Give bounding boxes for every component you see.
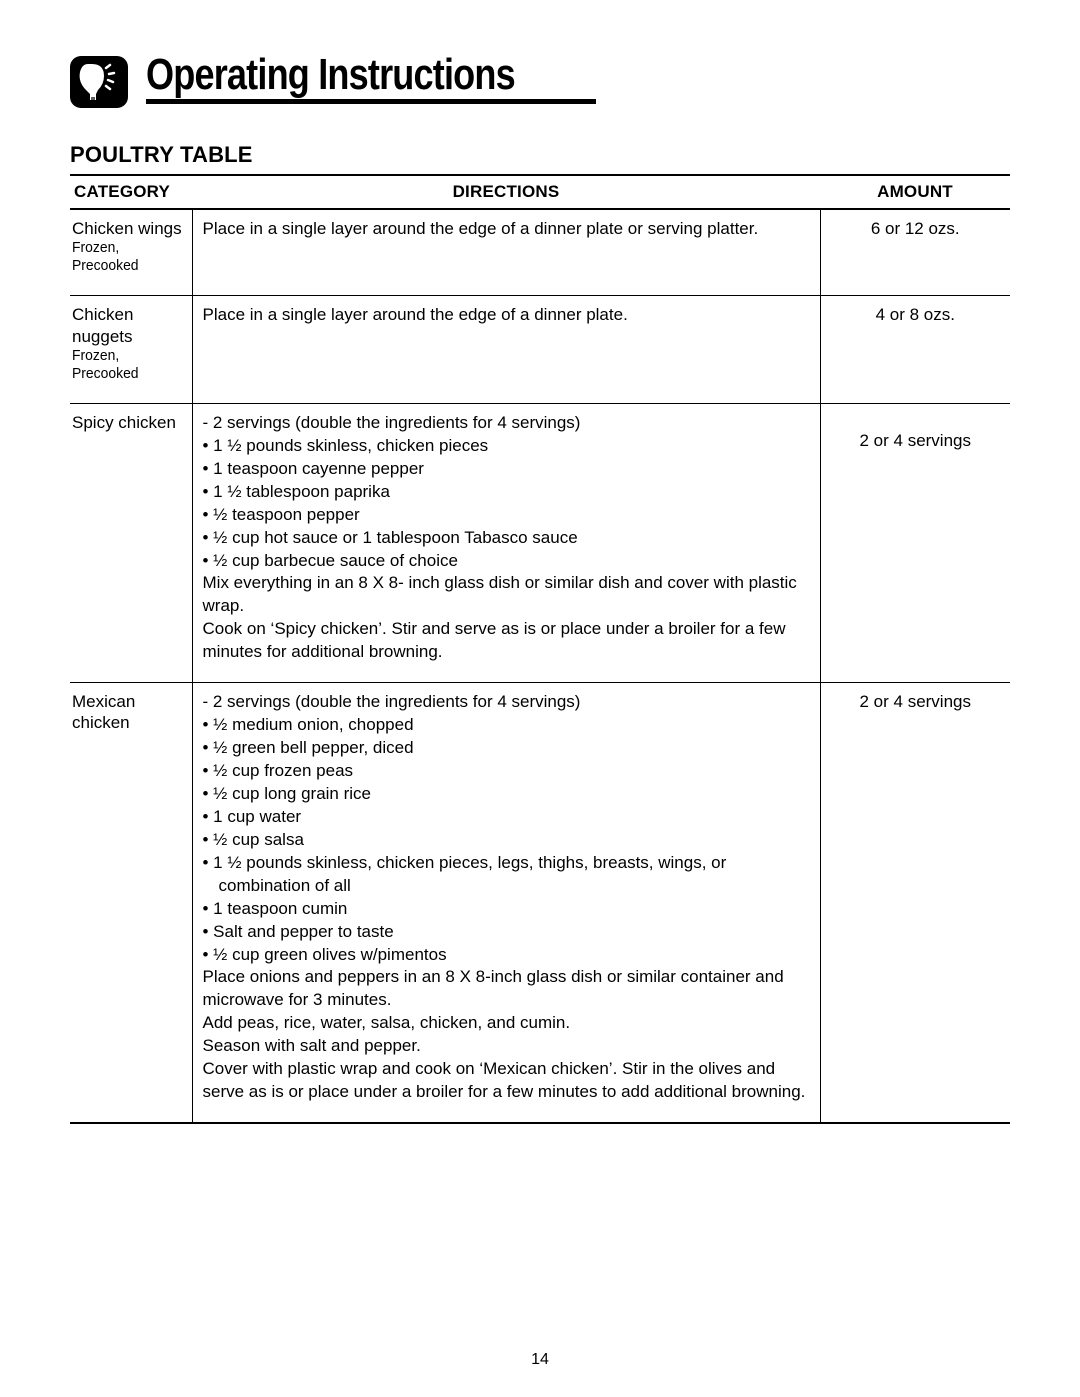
directions-line: Season with salt and pepper. [203,1035,810,1058]
directions-line: • 1 ½ tablespoon paprika [203,481,810,504]
directions-line: combination of all [203,875,810,898]
directions-line: • ½ cup salsa [203,829,810,852]
category-subtext: Frozen, Precooked [72,347,181,383]
directions-line: • ½ cup barbecue sauce of choice [203,550,810,573]
directions-line: Cook on ‘Spicy chicken’. Stir and serve … [203,618,810,664]
poultry-table: CATEGORY DIRECTIONS AMOUNT Chicken wings… [70,174,1010,1124]
table-header-row: CATEGORY DIRECTIONS AMOUNT [70,175,1010,209]
col-header-category: CATEGORY [70,175,192,209]
table-row: Spicy chicken - 2 servings (double the in… [70,403,1010,682]
col-header-amount: AMOUNT [820,175,1010,209]
amount-value: 6 or 12 ozs. [831,218,1001,241]
cell-amount: 6 or 12 ozs. [820,209,1010,296]
directions-line: • ½ cup hot sauce or 1 tablespoon Tabasc… [203,527,810,550]
cell-category: Spicy chicken [70,403,192,682]
directions-line: Mix everything in an 8 X 8- inch glass d… [203,572,810,618]
directions-line: • 1 teaspoon cumin [203,898,810,921]
amount-value: 2 or 4 servings [831,691,1001,714]
category-subtext: Frozen, Precooked [72,239,181,275]
directions-line: • ½ cup green olives w/pimentos [203,944,810,967]
cell-amount: 2 or 4 servings [820,683,1010,1123]
amount-value: 4 or 8 ozs. [831,304,1001,327]
page-title: Operating Instructions [146,52,515,98]
cell-directions: - 2 servings (double the ingredients for… [192,403,820,682]
amount-spacer [831,412,1001,430]
page-header: Operating Instructions [70,52,1010,108]
directions-line: • 1 teaspoon cayenne pepper [203,458,810,481]
lightbulb-icon [70,56,128,108]
directions-line: Add peas, rice, water, salsa, chicken, a… [203,1012,810,1035]
category-name: Chicken wings [72,218,186,239]
directions-line: • ½ medium onion, chopped [203,714,810,737]
col-header-directions: DIRECTIONS [192,175,820,209]
directions-line: • ½ cup long grain rice [203,783,810,806]
directions-line: • Salt and pepper to taste [203,921,810,944]
directions-line: • ½ green bell pepper, diced [203,737,810,760]
page-number: 14 [0,1351,1080,1369]
cell-amount: 2 or 4 servings [820,403,1010,682]
cell-category: Chicken nuggetsFrozen, Precooked [70,296,192,404]
directions-line: • ½ cup frozen peas [203,760,810,783]
cell-directions: Place in a single layer around the edge … [192,209,820,296]
directions-line: • ½ teaspoon pepper [203,504,810,527]
title-underline: Operating Instructions [146,52,596,104]
directions-line: Place in a single layer around the edge … [203,218,810,241]
cell-category: Chicken wingsFrozen, Precooked [70,209,192,296]
section-title: POULTRY TABLE [70,142,1010,168]
table-row: Mexican chicken - 2 servings (double the … [70,683,1010,1123]
table-row: Chicken nuggetsFrozen, Precooked Place in… [70,296,1010,404]
cell-amount: 4 or 8 ozs. [820,296,1010,404]
directions-line: Place in a single layer around the edge … [203,304,810,327]
directions-line: • 1 ½ pounds skinless, chicken pieces, l… [203,852,810,875]
cell-category: Mexican chicken [70,683,192,1123]
directions-line: Cover with plastic wrap and cook on ‘Mex… [203,1058,810,1104]
amount-value: 2 or 4 servings [831,430,1001,453]
category-name: Spicy chicken [72,412,186,433]
directions-line: • 1 ½ pounds skinless, chicken pieces [203,435,810,458]
category-name: Mexican chicken [72,691,186,734]
cell-directions: - 2 servings (double the ingredients for… [192,683,820,1123]
directions-line: • 1 cup water [203,806,810,829]
directions-line: Place onions and peppers in an 8 X 8-inc… [203,966,810,1012]
category-name: Chicken nuggets [72,304,186,347]
cell-directions: Place in a single layer around the edge … [192,296,820,404]
directions-line: - 2 servings (double the ingredients for… [203,691,810,714]
directions-line: - 2 servings (double the ingredients for… [203,412,810,435]
table-row: Chicken wingsFrozen, Precooked Place in a… [70,209,1010,296]
